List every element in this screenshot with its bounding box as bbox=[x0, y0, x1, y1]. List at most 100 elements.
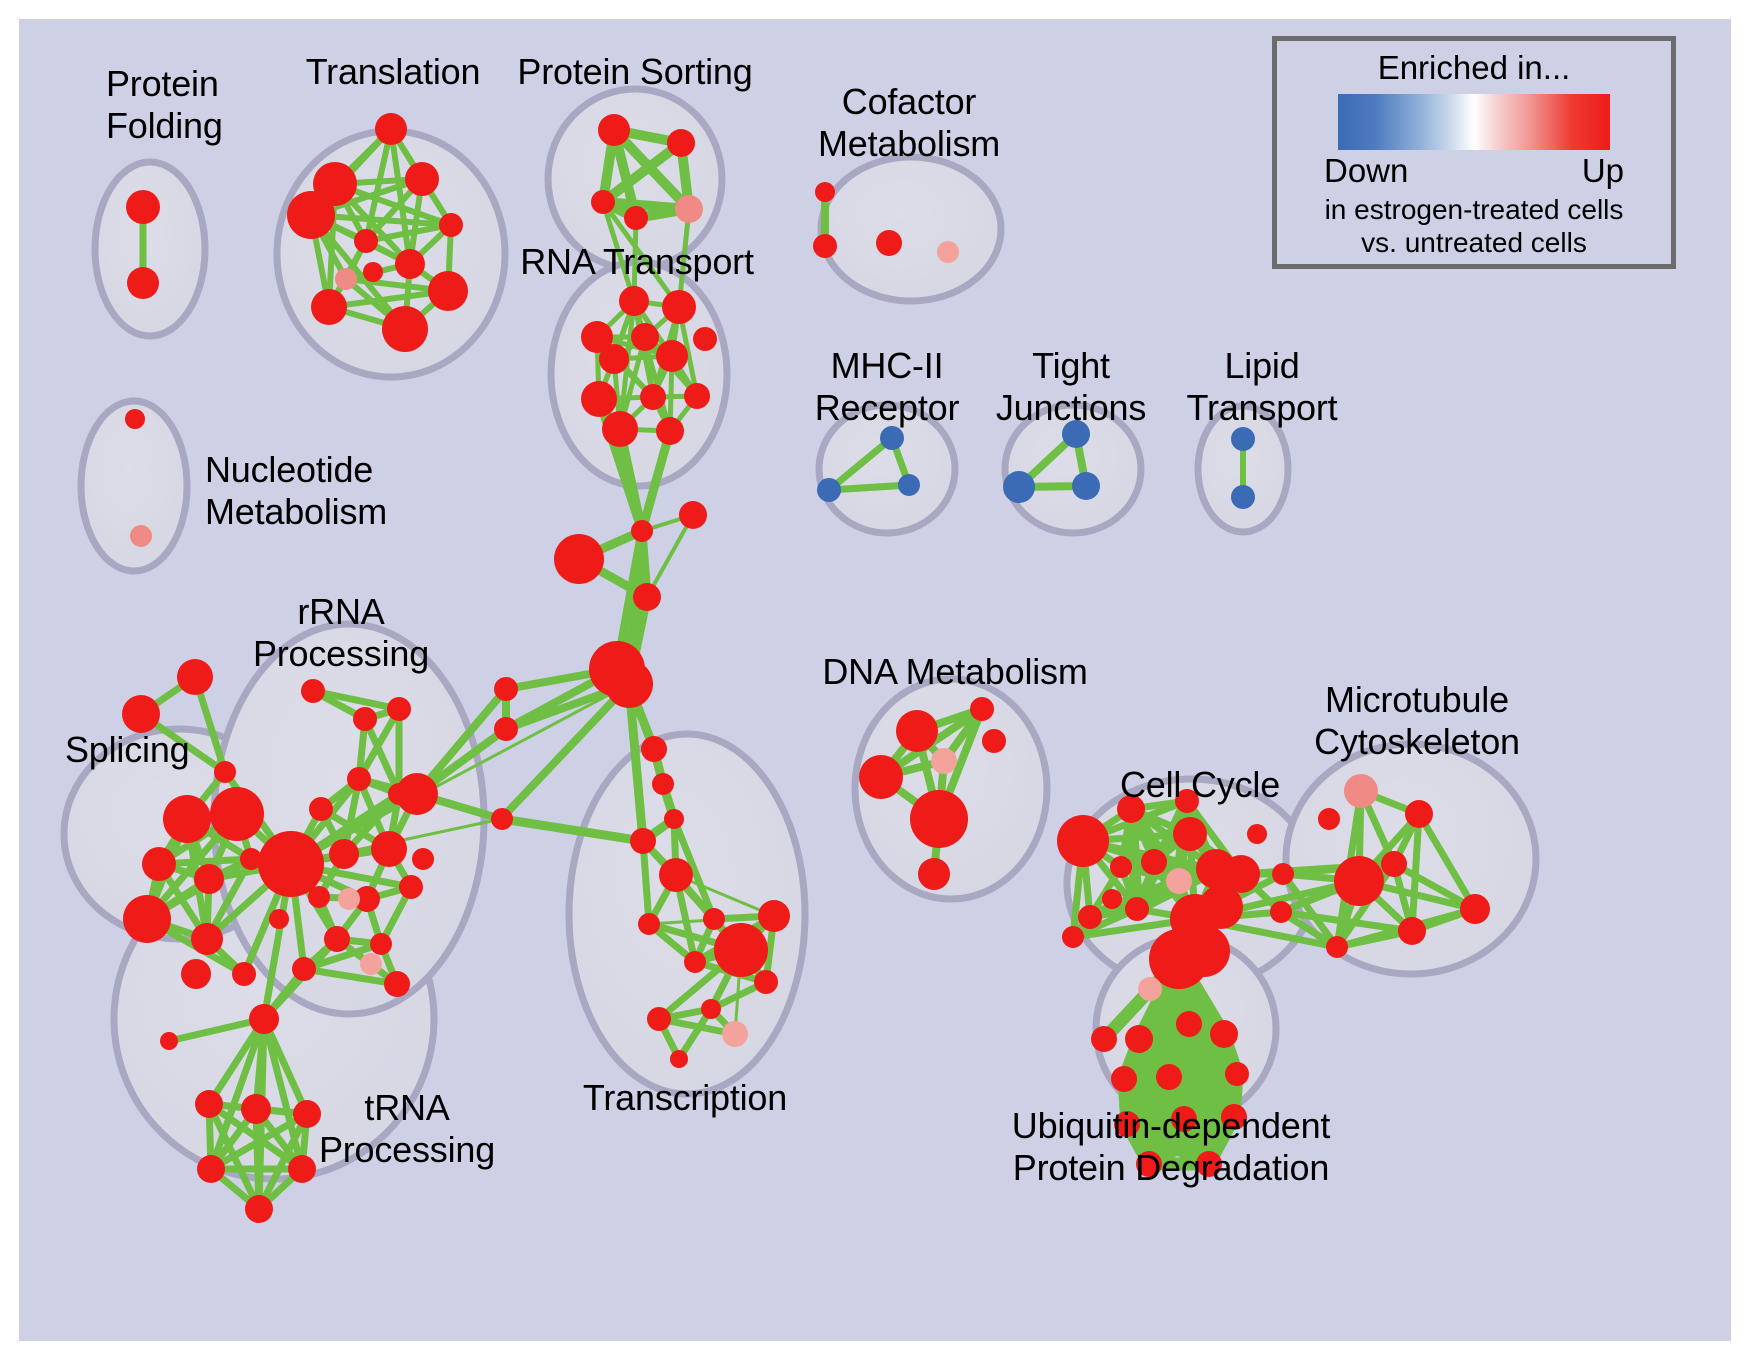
node bbox=[232, 962, 256, 986]
node bbox=[1117, 795, 1145, 823]
legend-subtitle-line-1: in estrogen-treated cells bbox=[1324, 194, 1624, 225]
node bbox=[439, 213, 463, 237]
node bbox=[1003, 471, 1035, 503]
node bbox=[347, 767, 371, 791]
hull-nucleotide-metabolism bbox=[77, 397, 191, 575]
node bbox=[1125, 1025, 1153, 1053]
node bbox=[258, 831, 324, 897]
node bbox=[817, 478, 841, 502]
hull-tight-junctions bbox=[1001, 401, 1145, 537]
node bbox=[754, 970, 778, 994]
node bbox=[1210, 1020, 1238, 1048]
node bbox=[353, 707, 377, 731]
node bbox=[598, 114, 630, 146]
node bbox=[1318, 808, 1340, 830]
cluster-label-protein-folding: Protein Folding bbox=[106, 63, 223, 146]
node bbox=[1125, 897, 1149, 921]
node bbox=[813, 234, 837, 258]
node bbox=[240, 848, 262, 870]
node bbox=[898, 474, 920, 496]
node bbox=[1398, 917, 1426, 945]
node bbox=[130, 525, 152, 547]
cluster-label-cell-cycle: Cell Cycle bbox=[1119, 764, 1281, 805]
cluster-label-lipid-transport: Lipid Transport bbox=[1186, 345, 1338, 428]
node bbox=[1057, 815, 1109, 867]
node bbox=[1460, 894, 1490, 924]
node bbox=[631, 520, 653, 542]
node bbox=[638, 913, 660, 935]
node bbox=[581, 381, 617, 417]
cluster-label-splicing: Splicing bbox=[65, 729, 190, 770]
node bbox=[335, 268, 357, 290]
node bbox=[181, 959, 211, 989]
node bbox=[194, 864, 224, 894]
node bbox=[382, 306, 428, 352]
hull-protein-folding bbox=[91, 158, 209, 340]
node bbox=[301, 679, 325, 703]
network-canvas[interactable]: Protein Folding Translation Protein Sort… bbox=[19, 19, 1731, 1341]
node bbox=[1166, 868, 1192, 894]
hull-mhc-ii bbox=[815, 401, 959, 537]
node bbox=[371, 831, 407, 867]
node bbox=[125, 409, 145, 429]
node bbox=[1171, 1106, 1197, 1132]
node bbox=[1176, 1011, 1202, 1037]
network-graph[interactable] bbox=[19, 19, 1731, 1341]
node bbox=[599, 344, 629, 374]
node bbox=[722, 1021, 748, 1047]
node bbox=[123, 895, 171, 943]
legend-endpoint-labels: Down Up bbox=[1324, 152, 1624, 190]
node bbox=[396, 773, 438, 815]
node bbox=[1326, 936, 1348, 958]
node bbox=[491, 808, 513, 830]
node bbox=[1173, 817, 1207, 851]
cluster-label-ubiquitin-degradation: Ubiquitin-dependent Protein Degradation bbox=[1011, 1105, 1331, 1188]
node bbox=[399, 875, 423, 899]
node bbox=[630, 828, 656, 854]
node bbox=[554, 534, 604, 584]
node bbox=[412, 848, 434, 870]
node bbox=[1199, 885, 1243, 929]
node bbox=[269, 909, 289, 929]
node bbox=[1072, 472, 1100, 500]
node bbox=[605, 660, 653, 708]
network-nodes[interactable] bbox=[122, 113, 1490, 1223]
node bbox=[591, 190, 615, 214]
node bbox=[293, 1100, 321, 1128]
node bbox=[292, 957, 316, 981]
node bbox=[375, 113, 407, 145]
node bbox=[703, 908, 725, 930]
node bbox=[1334, 856, 1384, 906]
node bbox=[937, 241, 959, 263]
hull-cofactor-metabolism bbox=[817, 153, 1005, 305]
legend-title: Enriched in... bbox=[1377, 49, 1571, 86]
node bbox=[1078, 905, 1102, 929]
cluster-label-rrna-processing: rRNA Processing bbox=[252, 591, 430, 674]
cluster-label-mhc-ii-receptor: MHC-II Receptor bbox=[814, 345, 960, 428]
node bbox=[758, 900, 790, 932]
node bbox=[641, 736, 667, 762]
cluster-label-rna-transport: RNA Transport bbox=[520, 241, 754, 282]
node bbox=[494, 717, 518, 741]
cluster-label-transcription: Transcription bbox=[582, 1077, 788, 1118]
node bbox=[288, 1155, 316, 1183]
node bbox=[329, 839, 359, 869]
node bbox=[675, 195, 703, 223]
cluster-label-dna-metabolism: DNA Metabolism bbox=[822, 651, 1088, 692]
node bbox=[384, 971, 410, 997]
node bbox=[624, 206, 648, 230]
cluster-label-nucleotide-metabolism: Nucleotide Metabolism bbox=[205, 449, 388, 532]
cluster-label-microtubule: Microtubule Cytoskeleton bbox=[1314, 679, 1520, 762]
node bbox=[640, 384, 666, 410]
node bbox=[1062, 420, 1090, 448]
legend-up-label: Up bbox=[1581, 152, 1624, 189]
node bbox=[160, 1032, 178, 1050]
legend-down-label: Down bbox=[1324, 152, 1409, 189]
node bbox=[667, 129, 695, 157]
node bbox=[1175, 789, 1199, 813]
node bbox=[214, 761, 236, 783]
node bbox=[1231, 485, 1255, 509]
node bbox=[370, 933, 392, 955]
node bbox=[602, 411, 638, 447]
legend-color-gradient-bar bbox=[1338, 94, 1610, 150]
